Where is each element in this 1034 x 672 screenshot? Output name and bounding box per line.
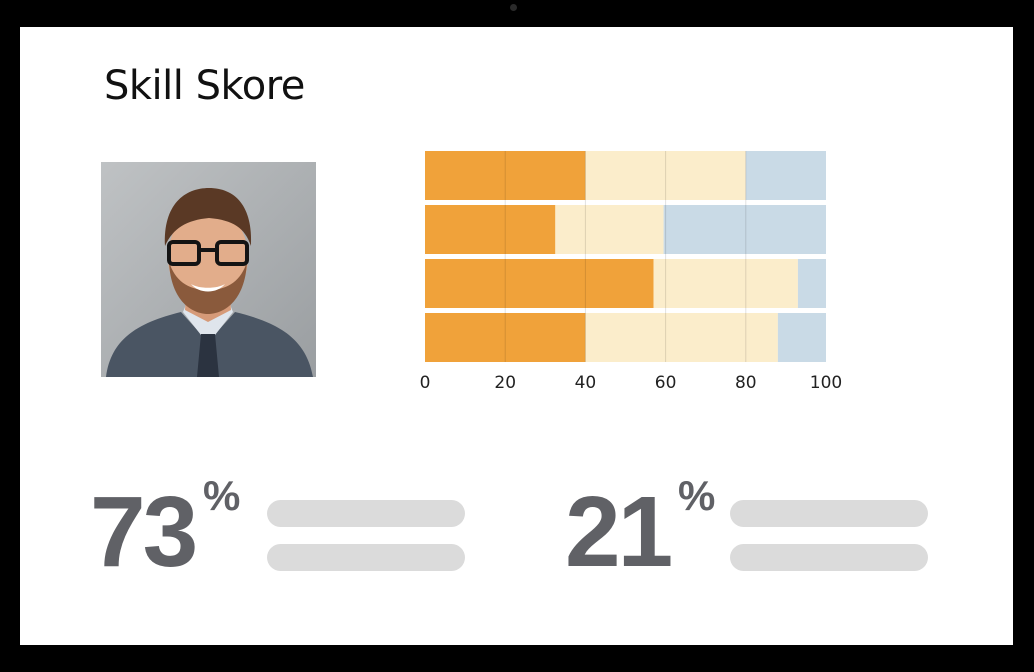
- chart-gridlines: [504, 151, 747, 362]
- bar-segment: [585, 151, 746, 200]
- bar-segment: [585, 313, 778, 362]
- bar-segment: [425, 205, 556, 254]
- skill-bar-chart: 0 20 40 60 80 100: [420, 151, 843, 393]
- chart-bars: [425, 151, 826, 362]
- camera-icon: [510, 4, 517, 11]
- bar-segment: [653, 259, 798, 308]
- x-tick-label: 100: [810, 373, 842, 393]
- stat-value: 21: [565, 476, 673, 588]
- bar-segment: [663, 205, 826, 254]
- bar-segment: [555, 205, 664, 254]
- bar-segment: [745, 151, 826, 200]
- placeholder-line: [730, 544, 928, 571]
- bar-segment: [797, 259, 826, 308]
- profile-avatar: [101, 162, 316, 377]
- chart-x-axis: 0 20 40 60 80 100: [420, 373, 843, 393]
- placeholder-line: [267, 500, 465, 527]
- x-tick-label: 20: [494, 373, 516, 393]
- bar-segment: [425, 313, 586, 362]
- app-screen: Skill Skore: [20, 27, 1013, 645]
- bar-segment: [425, 151, 586, 200]
- placeholder-line: [267, 544, 465, 571]
- bar-segment: [777, 313, 826, 362]
- x-tick-label: 60: [655, 373, 677, 393]
- x-tick-label: 80: [735, 373, 757, 393]
- bar-segment: [425, 259, 654, 308]
- stat-unit: %: [678, 472, 716, 519]
- stat-unit: %: [203, 472, 241, 519]
- x-tick-label: 40: [575, 373, 597, 393]
- stat-value: 73: [90, 476, 198, 588]
- x-tick-label: 0: [420, 373, 431, 393]
- placeholder-line: [730, 500, 928, 527]
- person-photo-icon: [101, 162, 316, 377]
- app-title: Skill Skore: [104, 63, 305, 109]
